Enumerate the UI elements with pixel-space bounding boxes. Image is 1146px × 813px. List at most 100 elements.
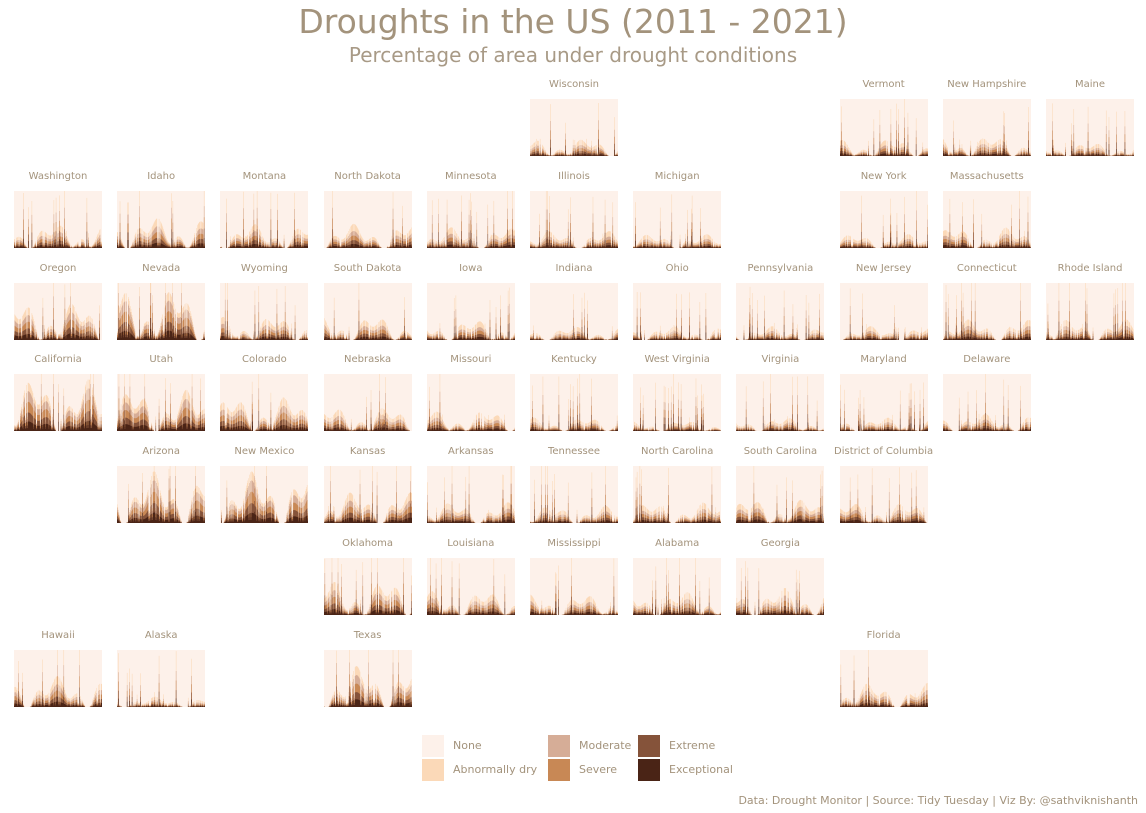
area-exceptional [839,331,928,340]
state-panel-south-carolina: South Carolina [736,446,825,524]
state-panel-massachusetts: Massachusetts [942,171,1031,249]
state-area-chart [839,190,928,248]
area-exceptional [117,511,206,524]
state-area-chart [14,374,102,432]
legend-label-none: None [453,739,482,752]
area-extreme [530,229,618,248]
area-severe [942,310,1031,340]
area-none [942,190,1031,248]
state-label: Oklahoma [342,538,394,549]
state-area-chart [942,190,1031,248]
state-area-chart [323,558,412,615]
state-panel-louisiana: Louisiana [426,538,515,616]
state-panel-idaho: Idaho [117,171,206,249]
state-label: New Mexico [234,446,295,458]
state-panel-oregon: Oregon [14,263,102,341]
area-exceptional [323,238,412,248]
state-label: Pennsylvania [747,262,814,274]
state-area-chart [323,190,412,248]
state-panel-maine: Maine [1046,79,1134,157]
state-area-chart [323,466,412,524]
area-exceptional [633,605,722,615]
state-label: Michigan [654,170,700,182]
area-severe [530,586,618,615]
area-exceptional [426,513,515,524]
state-label: Nevada [142,262,181,274]
state-area-chart [839,374,928,432]
state-label: Alabama [655,538,700,549]
area-exceptional [117,237,206,248]
area-exceptional [736,605,825,615]
area-exceptional [14,420,102,432]
state-label: Tennessee [547,446,601,458]
area-exceptional [220,421,309,432]
state-label: New Jersey [855,262,912,274]
state-area-chart [14,282,102,340]
area-moderate [14,295,102,340]
state-label: Florida [866,629,901,641]
state-area-chart [426,282,515,340]
state-panel-iowa: Iowa [426,263,515,341]
legend-label-exceptional: Exceptional [669,763,733,776]
area-extreme [426,596,515,615]
area-exceptional [323,421,412,432]
area-abnormally-dry [426,374,515,432]
state-panel-alaska: Alaska [117,630,206,708]
state-area-chart [530,282,618,340]
state-label: Nebraska [344,354,392,366]
state-area-chart [117,649,206,707]
state-label: Louisiana [447,538,495,549]
area-exceptional [839,697,928,707]
area-exceptional [530,605,618,615]
area-none [117,649,206,707]
state-label: Arizona [142,446,180,458]
state-label: Illinois [558,170,590,182]
state-label: Utah [149,354,174,366]
state-panel-utah: Utah [117,354,206,432]
state-panel-texas: Texas [323,630,412,708]
area-severe [633,585,722,615]
state-area-chart [426,558,515,615]
area-extreme [426,413,515,432]
state-label: Massachusetts [949,170,1024,182]
state-panel-minnesota: Minnesota [426,171,515,249]
state-area-chart [736,282,825,340]
state-label: Hawaii [41,629,75,641]
area-exceptional [530,147,618,156]
area-exceptional [633,422,722,432]
area-severe [942,218,1031,248]
area-exceptional [530,513,618,524]
area-exceptional [220,329,309,340]
area-severe [530,219,618,248]
legend-swatch-extreme [638,735,660,757]
state-panel-ohio: Ohio [633,263,722,341]
state-panel-south-dakota: South Dakota [323,263,412,341]
state-panel-new-mexico: New Mexico [220,446,309,524]
state-area-chart [633,282,722,340]
state-area-chart [942,374,1031,432]
state-panel-colorado: Colorado [220,354,309,432]
area-abnormally-dry [220,466,309,524]
area-extreme [736,504,825,524]
area-severe [426,402,515,432]
state-area-chart [117,374,206,432]
area-abnormally-dry [942,190,1031,248]
area-severe [942,403,1031,432]
state-panel-delaware: Delaware [942,354,1031,432]
state-label: Connecticut [956,262,1017,274]
area-abnormally-dry [1046,282,1134,340]
state-panel-mississippi: Mississippi [530,538,618,616]
state-area-chart [220,466,309,524]
state-panel-wyoming: Wyoming [220,263,309,341]
state-label: Maine [1074,79,1106,90]
area-severe [323,583,412,615]
state-area-chart [633,374,722,432]
state-area-chart [426,374,515,432]
caption: Data: Drought Monitor | Source: Tidy Tue… [738,794,1138,807]
area-abnormally-dry [426,466,515,524]
area-abnormally-dry [942,374,1031,432]
area-extreme [942,321,1031,340]
area-moderate [530,209,618,248]
state-panel-arizona: Arizona [117,446,206,524]
state-panel-georgia: Georgia [736,538,825,616]
